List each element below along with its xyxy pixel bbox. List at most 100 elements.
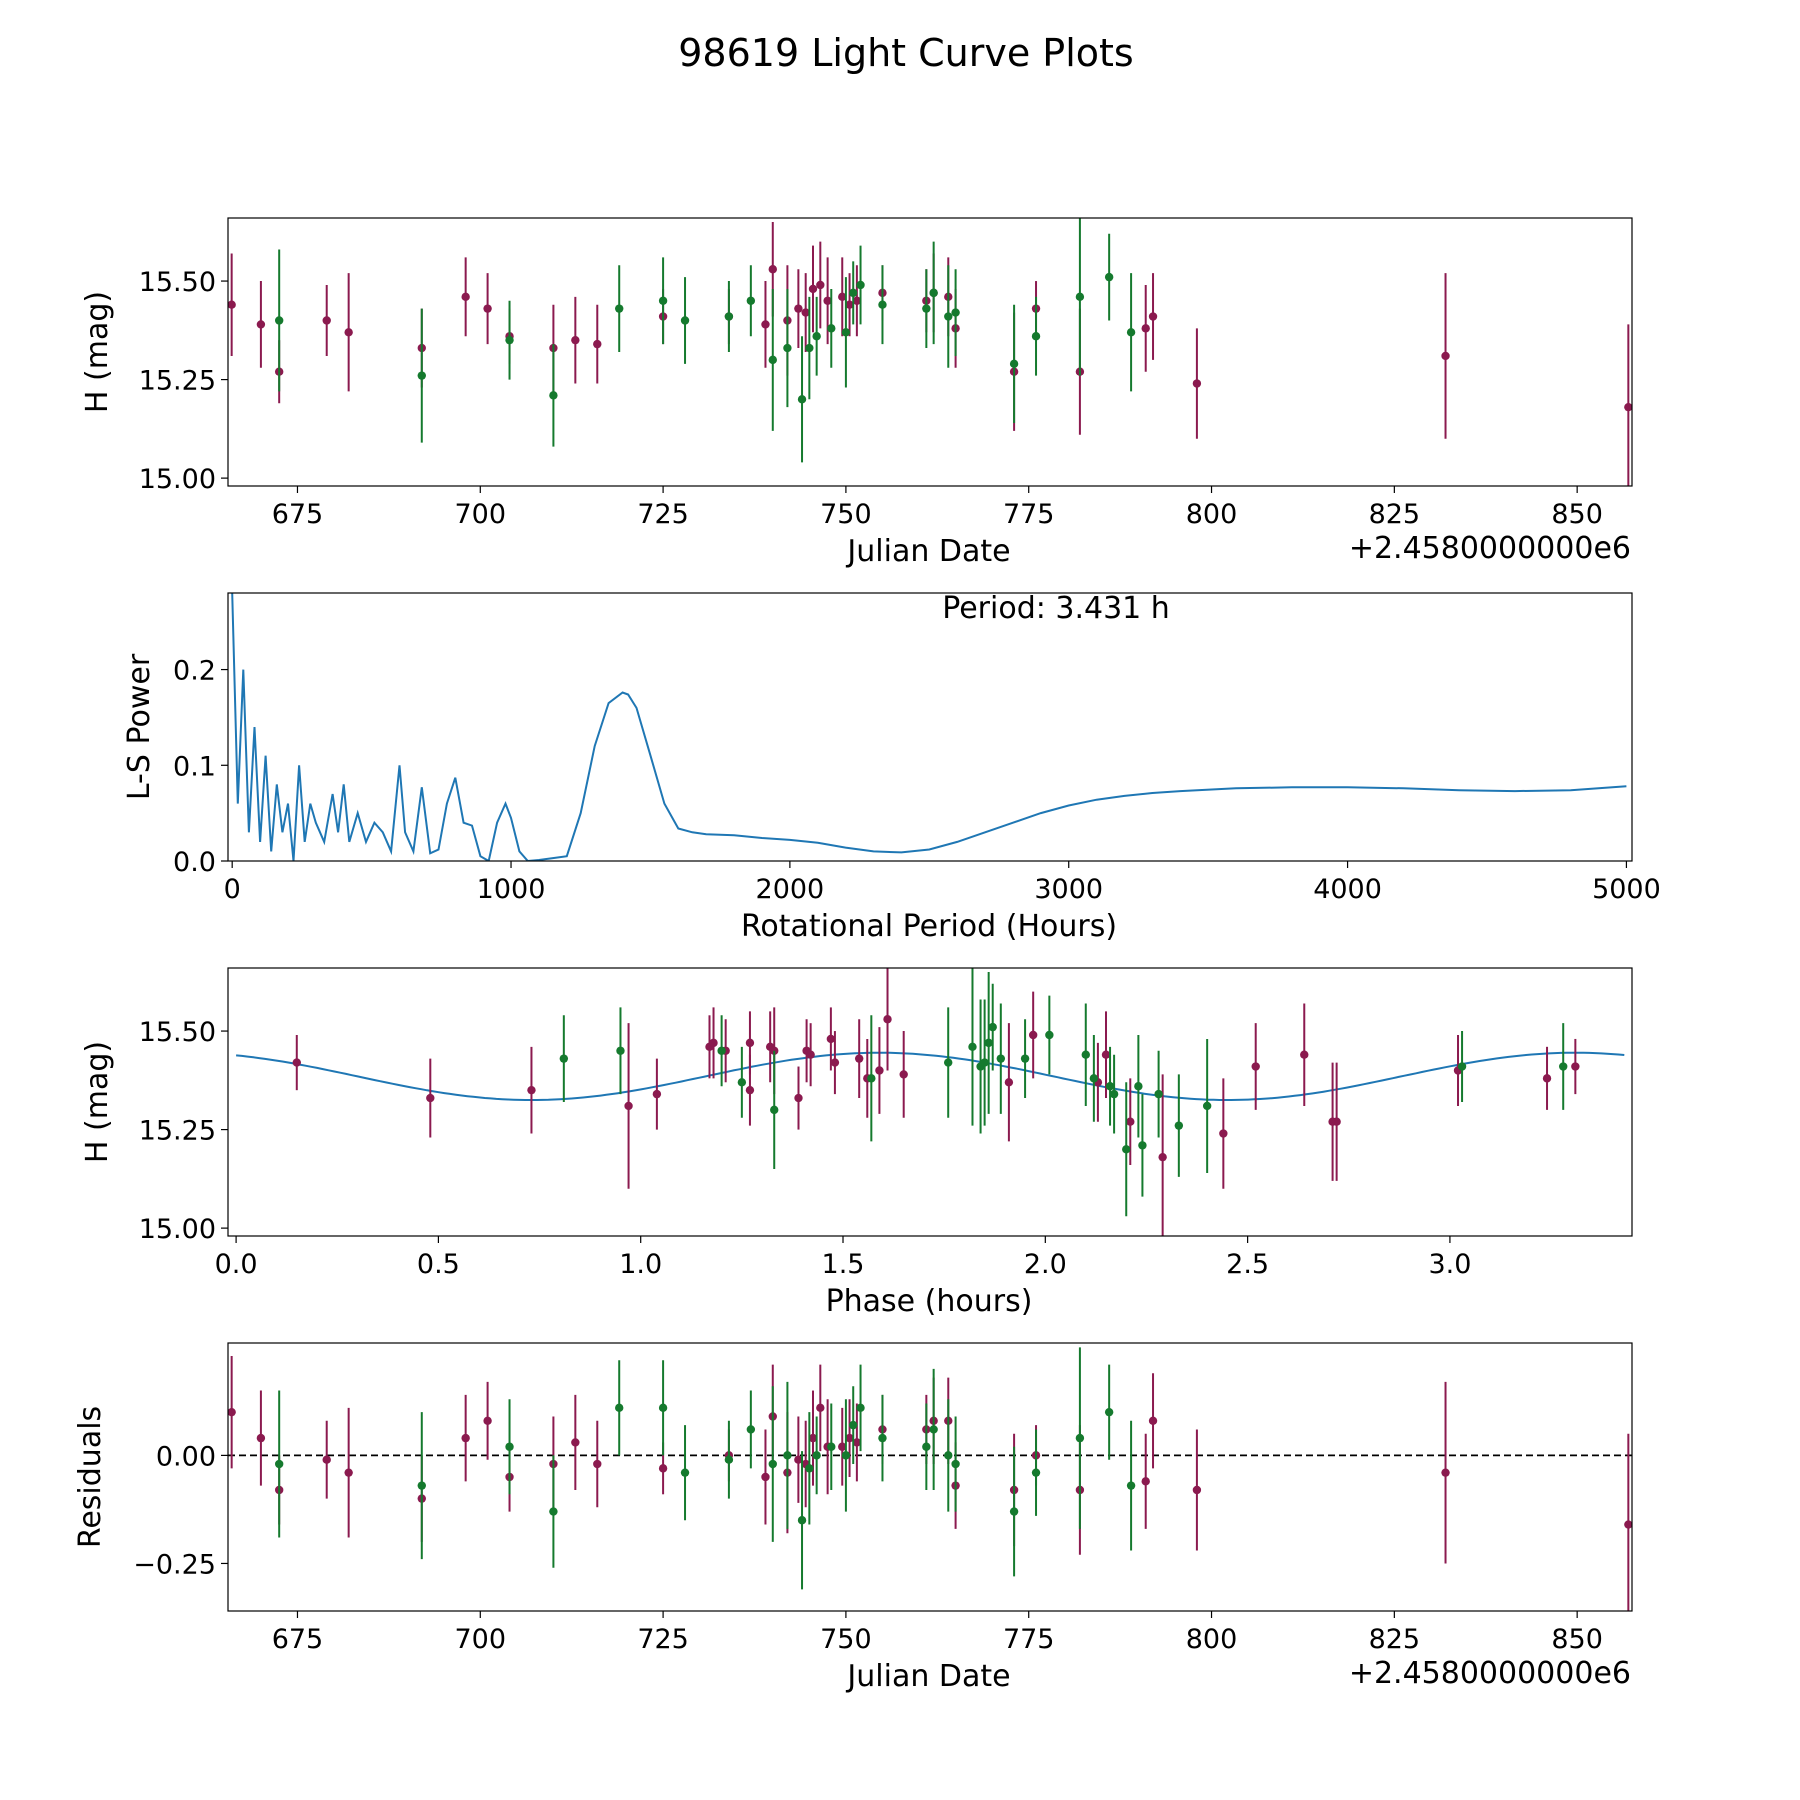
- light-curve-x-tick-label: 725: [637, 499, 689, 530]
- light-curve-x-tick-label: 775: [1003, 499, 1055, 530]
- data-point: [794, 1455, 803, 1464]
- data-point: [1109, 1089, 1119, 1099]
- data-point: [1081, 1050, 1090, 1059]
- data-point: [826, 1034, 836, 1044]
- data-point: [875, 1066, 884, 1075]
- phase-folded-ticks: 0.0 0.5 1.0 1.5 2.0 2.5 3.0 15.00 15.25 15.50: [139, 1017, 1472, 1280]
- data-point: [1028, 1030, 1038, 1040]
- data-point: [527, 1085, 536, 1095]
- data-point: [1045, 1030, 1054, 1040]
- data-point: [1089, 1074, 1099, 1083]
- periodogram-x-axis-label: Rotational Period (Hours): [741, 909, 1117, 944]
- data-point: [827, 1442, 836, 1451]
- data-point: [899, 1070, 908, 1079]
- data-point: [841, 328, 851, 337]
- data-point: [1571, 1062, 1580, 1071]
- phase-folded-series-filter-a: [292, 968, 1580, 1236]
- periodogram-plot-body: [231, 593, 1627, 861]
- data-point: [1158, 1152, 1167, 1162]
- data-point: [929, 288, 938, 298]
- data-point: [1075, 292, 1085, 302]
- light-curve-y-tick-label: 15.00: [139, 464, 216, 495]
- light-curve-panel: 675 700 725 750 775 800 825 85015.0015.2515.50 …: [80, 217, 1633, 569]
- phase-folded-x-tick-label: 2.5: [1226, 1249, 1269, 1280]
- data-point: [1138, 1141, 1147, 1150]
- periodogram-line: [231, 593, 1627, 861]
- light-curve-axes-frame: [227, 217, 1633, 487]
- data-point: [1105, 1082, 1115, 1091]
- data-point: [944, 1451, 953, 1460]
- data-point: [770, 1105, 779, 1115]
- data-point: [816, 280, 825, 290]
- residuals-panel: 675 700 725 750 775 800 825 850 −0.25 0.00 Julian…: [73, 1342, 1633, 1694]
- data-point: [856, 280, 865, 290]
- data-point: [944, 1058, 953, 1067]
- light-curve-plot-body: [228, 218, 1632, 486]
- phase-folded-y-tick-label: 15.50: [139, 1017, 216, 1048]
- data-point: [615, 304, 624, 313]
- periodogram-panel: 0 1000 2000 3000 4000 5000 0.0 0.1 0.2 Period: 3…: [122, 591, 1661, 944]
- data-point: [746, 1425, 756, 1434]
- data-point: [812, 332, 821, 341]
- data-point: [883, 1015, 892, 1024]
- data-point: [852, 1438, 862, 1447]
- residuals-x-axis-label: Julian Date: [845, 1659, 1010, 1694]
- light-curve-series-filter-a: [228, 221, 1632, 486]
- data-point: [1141, 324, 1150, 333]
- data-point: [929, 1425, 938, 1434]
- data-point: [1154, 1089, 1163, 1099]
- data-point: [1192, 379, 1202, 388]
- data-point: [823, 296, 832, 305]
- periodogram-y-tick-label: 0.0: [173, 847, 216, 878]
- data-point: [559, 1054, 569, 1063]
- data-point: [322, 316, 331, 325]
- data-point: [228, 1407, 236, 1417]
- phase-folded-x-tick-label: 0.0: [215, 1249, 258, 1280]
- data-point: [1009, 1507, 1019, 1516]
- light-curve-x-tick-label: 800: [1186, 499, 1238, 530]
- data-point: [944, 312, 953, 321]
- data-point: [805, 343, 814, 353]
- data-point: [1009, 359, 1019, 369]
- light-curve-y-axis-label: H (mag): [80, 291, 115, 413]
- data-point: [1126, 1117, 1135, 1126]
- data-point: [593, 339, 602, 349]
- phase-folded-y-tick-label: 15.00: [139, 1214, 216, 1245]
- residuals-x-tick-label: 725: [637, 1624, 689, 1655]
- data-point: [856, 1403, 865, 1413]
- periodogram-y-tick-label: 0.1: [173, 751, 216, 782]
- data-point: [658, 1464, 668, 1473]
- data-point: [968, 1042, 977, 1052]
- data-point: [1134, 1082, 1143, 1091]
- periodogram-x-tick-label: 2000: [756, 874, 825, 905]
- periodogram-axes-frame: [227, 592, 1633, 862]
- periodogram-x-tick-label: 0: [224, 874, 241, 905]
- residuals-x-tick-label: 700: [455, 1624, 507, 1655]
- residuals-data-area: [228, 1347, 1632, 1611]
- phase-folded-y-axis-label: H (mag): [80, 1041, 115, 1163]
- data-point: [745, 1085, 755, 1095]
- light-curve-y-tick-label: 15.25: [139, 366, 216, 397]
- data-point: [746, 296, 756, 305]
- data-point: [1457, 1062, 1467, 1071]
- data-point: [922, 1442, 931, 1451]
- data-point: [841, 1451, 851, 1460]
- data-point: [1441, 1468, 1450, 1477]
- data-point: [615, 1403, 624, 1413]
- data-point: [996, 1054, 1006, 1063]
- data-point: [417, 371, 426, 380]
- data-point: [1004, 1078, 1014, 1087]
- residuals-x-offset-label: +2.4580000000e6: [1349, 1656, 1631, 1691]
- data-point: [461, 1433, 470, 1443]
- data-point: [812, 1451, 821, 1460]
- data-point: [256, 320, 266, 329]
- data-point: [801, 308, 810, 317]
- data-point: [680, 1468, 690, 1477]
- data-point: [849, 1420, 858, 1430]
- residuals-y-tick-label: 0.00: [156, 1441, 216, 1472]
- light-curve-data-area: [228, 218, 1632, 486]
- data-point: [274, 1459, 284, 1469]
- residuals-plot-body: [228, 1347, 1632, 1611]
- data-point: [1174, 1121, 1184, 1130]
- data-point: [794, 304, 803, 313]
